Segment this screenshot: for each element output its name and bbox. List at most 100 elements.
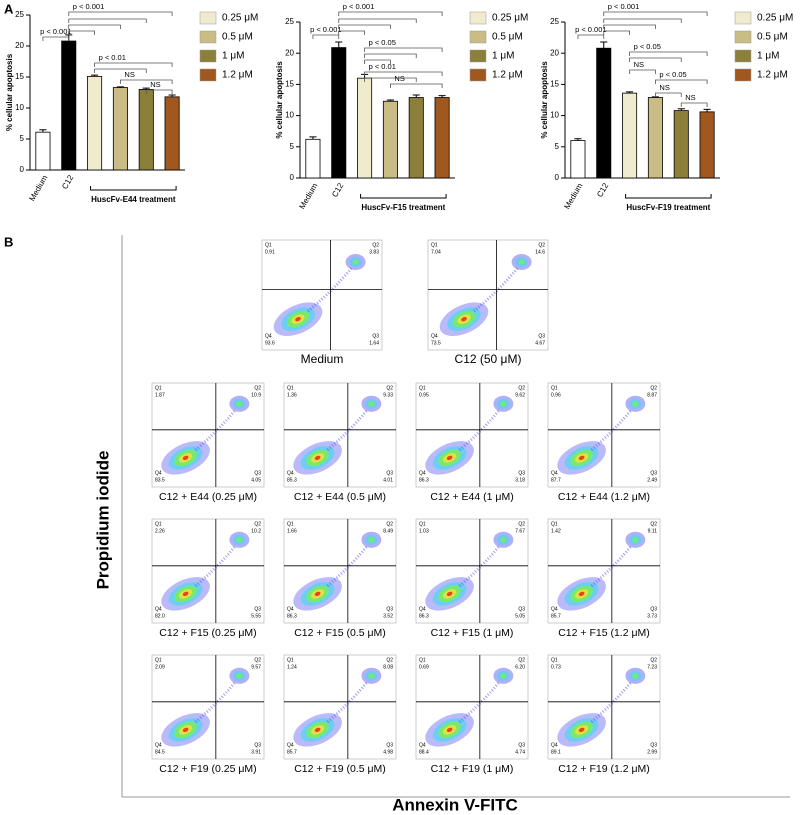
y-tick-label: 10 [550, 111, 559, 120]
scatter-trail [326, 544, 369, 588]
legend-swatch [469, 49, 487, 63]
scatter-trail [590, 680, 633, 724]
quadrant-name: Q1 [155, 521, 162, 527]
bar [622, 92, 638, 179]
density-cloud [578, 455, 585, 461]
legend-swatch [199, 68, 217, 82]
y-tick-label: 10 [285, 111, 294, 120]
plot-caption: C12 + F15 (1 μM) [431, 627, 514, 639]
density-cloud [182, 591, 189, 597]
quadrant-name: Q3 [254, 606, 261, 612]
quadrant-name: Q2 [518, 521, 525, 527]
quadrant-name: Q1 [155, 385, 162, 391]
quadrant-name: Q4 [287, 606, 294, 612]
quadrant-name: Q3 [386, 470, 393, 476]
y-tick-label: 0 [20, 165, 25, 174]
error-bar [386, 99, 394, 102]
plot-frame [547, 518, 661, 624]
quadrant-value: 89.1 [551, 749, 561, 755]
plot-frame [415, 518, 529, 624]
error-bar [412, 94, 420, 98]
scatter-trail [194, 544, 237, 588]
quadrant-value: 8.08 [383, 664, 393, 670]
quadrant-name: Q1 [419, 657, 426, 663]
scatter-trail [194, 408, 237, 452]
bar [434, 97, 450, 179]
plot-caption: C12 + E44 (0.25 μM) [159, 491, 257, 503]
plot-caption: C12 + E44 (1 μM) [430, 491, 513, 503]
y-tick-label: 5 [555, 142, 560, 151]
quadrant-value: 86.3 [419, 613, 429, 619]
bar [164, 96, 180, 171]
quadrant-name: Q3 [650, 606, 657, 612]
quadrant-value: 7.67 [515, 528, 525, 534]
bar [647, 97, 663, 179]
significance-label: p < 0.001 [575, 25, 607, 34]
density-cloud [314, 455, 321, 461]
legend-swatch [199, 11, 217, 25]
significance-label: p < 0.001 [343, 2, 375, 11]
quadrant-name: Q3 [650, 742, 657, 748]
bar [673, 110, 689, 179]
quadrant-name: Q2 [518, 657, 525, 663]
density-cloud [446, 455, 453, 461]
error-bar [142, 87, 150, 90]
significance-bracket [120, 79, 173, 84]
group-label: HuscFv-E44 treatment [91, 195, 176, 204]
plot-frame [151, 518, 265, 624]
legend-label: 1 μM [222, 51, 244, 62]
scatter-trail [458, 408, 501, 452]
y-axis-title: % cellular apoptosis [275, 61, 284, 139]
significance-bracket [68, 30, 95, 35]
legend-swatch [469, 30, 487, 44]
quadrant-name: Q1 [551, 521, 558, 527]
error-bar [703, 108, 711, 112]
quadrant-name: Q4 [419, 606, 426, 612]
x-tick-label: Medium [562, 181, 584, 210]
quadrant-value: 9.57 [251, 664, 261, 670]
plot-frame [283, 654, 397, 760]
error-bar [600, 41, 608, 49]
group-bracket [625, 194, 712, 199]
y-tick-label: 20 [15, 41, 24, 50]
bar [305, 138, 321, 179]
quadrant-name: Q4 [265, 333, 272, 339]
density-cloud [182, 455, 189, 461]
significance-bracket [364, 53, 417, 58]
quadrant-value: 10.2 [251, 528, 261, 534]
quadrant-value: 7.04 [431, 249, 441, 255]
y-tick-label: 5 [20, 134, 25, 143]
quadrant-value: 6.20 [515, 664, 525, 670]
plot-caption: Medium [301, 352, 344, 366]
significance-label: NS [394, 74, 404, 83]
legend-swatch [469, 68, 487, 82]
significance-label: p < 0.001 [310, 25, 342, 34]
quadrant-value: 8.49 [383, 528, 393, 534]
density-cloud [295, 316, 301, 322]
significance-label: p < 0.001 [73, 2, 105, 11]
x-tick-label: Medium [27, 173, 49, 202]
quadrant-name: Q2 [386, 521, 393, 527]
legend-label: 1.2 μM [757, 70, 788, 81]
quadrant-value: 1.24 [287, 664, 297, 670]
legend-label: 0.25 μM [757, 13, 793, 24]
legend-label: 1.2 μM [492, 70, 523, 81]
plot-caption: C12 + F19 (1.2 μM) [558, 763, 650, 775]
quadrant-value: 87.7 [551, 477, 561, 483]
quadrant-value: 14.6 [535, 249, 545, 255]
significance-bracket [603, 24, 656, 29]
quadrant-name: Q4 [155, 470, 162, 476]
significance-bracket [603, 11, 708, 16]
error-bar [335, 41, 343, 48]
plot-caption: C12 + E44 (0.5 μM) [294, 491, 386, 503]
quadrant-name: Q4 [419, 470, 426, 476]
density-cloud [446, 727, 453, 733]
quadrant-name: Q1 [419, 385, 426, 391]
plot-frame [415, 654, 529, 760]
significance-bracket [338, 11, 443, 16]
quadrant-name: Q3 [254, 742, 261, 748]
bar [699, 111, 715, 179]
quadrant-value: 5.55 [251, 613, 261, 619]
